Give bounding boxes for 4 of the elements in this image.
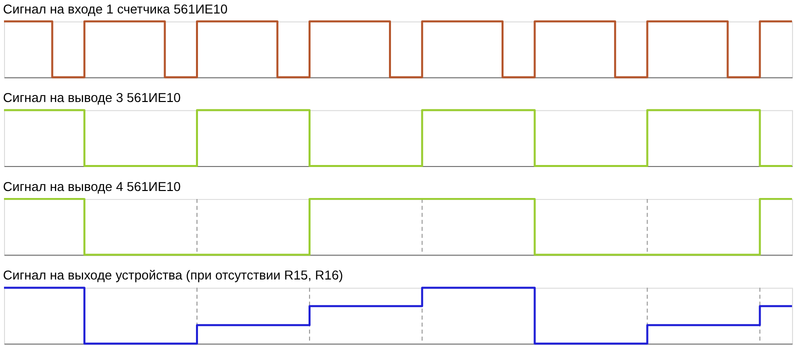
chart-title: Сигнал на выходе устройства (при отсутствии R15, R16) bbox=[2, 268, 344, 283]
chart-title: Сигнал на выводе 3 561ИЕ10 bbox=[2, 90, 181, 106]
chart-title: Сигнал на выводе 4 561ИЕ10 bbox=[2, 178, 181, 194]
chart-title: Сигнал на входе 1 счетчика 561ИЕ10 bbox=[2, 1, 228, 16]
